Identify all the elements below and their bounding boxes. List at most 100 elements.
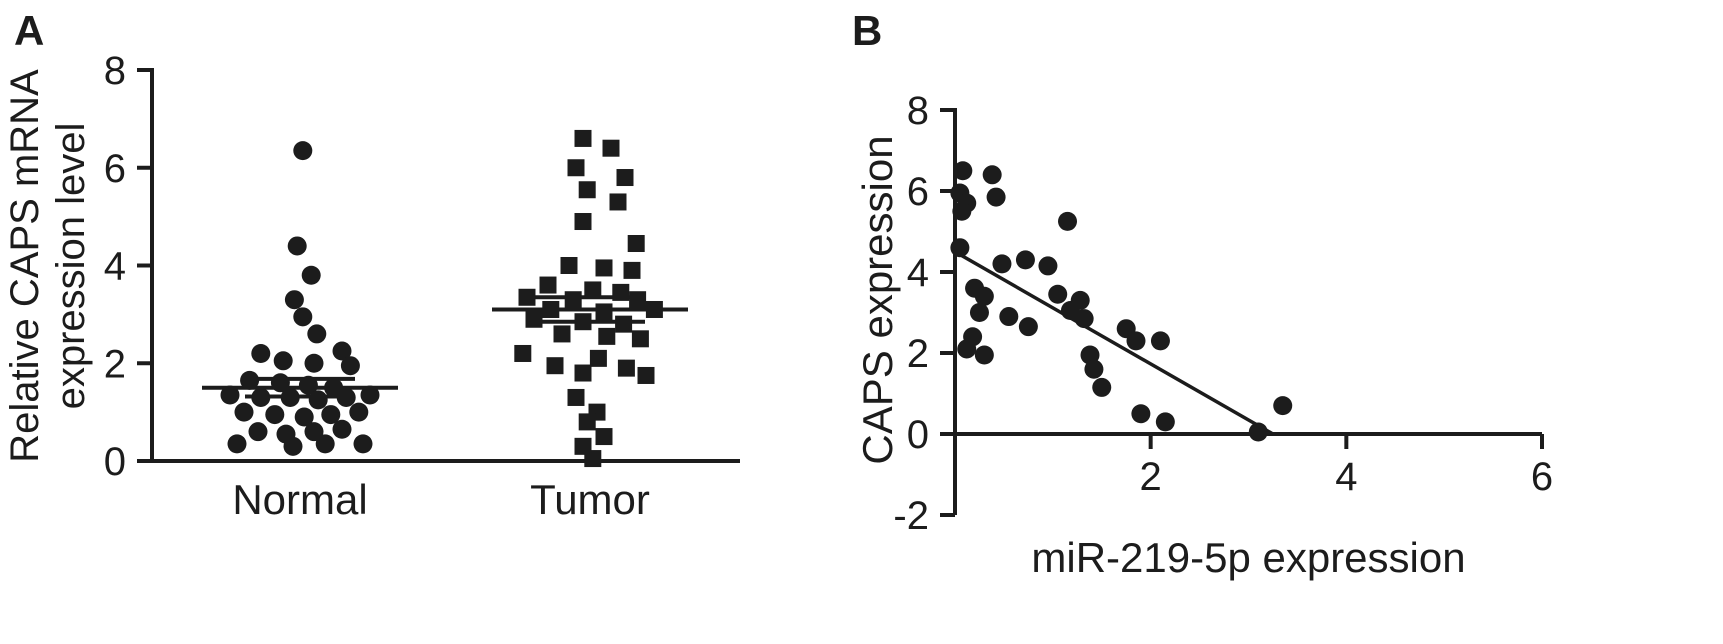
data-point	[1150, 331, 1170, 351]
y-tick-label: 4	[104, 245, 126, 289]
data-point	[514, 344, 532, 362]
data-point	[332, 341, 352, 361]
data-point	[602, 139, 620, 157]
data-point	[293, 141, 313, 161]
y-tick-label: 6	[104, 147, 126, 191]
y-tick-label: 0	[104, 440, 126, 484]
data-point	[574, 129, 592, 147]
data-point	[974, 286, 994, 306]
data-point	[234, 402, 254, 422]
data-point	[1058, 211, 1078, 231]
data-point	[293, 307, 313, 327]
data-point	[953, 161, 973, 181]
data-point	[645, 300, 663, 318]
data-point	[595, 303, 613, 321]
data-point	[539, 276, 557, 294]
data-point	[574, 364, 592, 382]
data-point	[999, 307, 1019, 327]
data-point	[360, 385, 380, 405]
data-point	[982, 165, 1002, 185]
data-point	[629, 291, 647, 309]
y-tick-label: 0	[907, 413, 929, 457]
data-point	[574, 313, 592, 331]
x-axis-title: miR-219-5p expression	[1031, 534, 1465, 581]
data-point	[336, 387, 356, 407]
y-axis-title: CAPS expression	[854, 135, 901, 464]
data-point	[1015, 250, 1035, 270]
data-point	[332, 419, 352, 439]
panel-a-chart: 0 2 4 6 8 Relative CAPS mRNA expression level N…	[3, 49, 740, 523]
data-point	[564, 291, 582, 309]
x-tick-label: 6	[1531, 455, 1553, 499]
x-tick-label: 4	[1335, 455, 1357, 499]
data-point	[1070, 290, 1090, 310]
data-point	[248, 422, 268, 442]
data-point	[617, 359, 635, 377]
data-point	[1155, 412, 1175, 432]
data-point	[553, 325, 571, 343]
data-point	[307, 324, 327, 344]
y-tick-label: 8	[907, 89, 929, 133]
data-point	[631, 330, 649, 348]
data-point	[1092, 377, 1112, 397]
data-point	[340, 356, 360, 376]
data-point	[974, 345, 994, 365]
data-point	[584, 450, 602, 468]
data-point	[294, 407, 314, 427]
data-point	[315, 434, 335, 454]
data-point	[353, 434, 373, 454]
panel-b-label: B	[852, 7, 883, 54]
y-tick-label: -2	[893, 494, 929, 538]
panel-a-label: A	[14, 7, 45, 54]
data-point	[283, 436, 303, 456]
data-point	[615, 315, 633, 333]
data-point	[589, 349, 607, 367]
data-point	[595, 259, 613, 277]
data-point	[1074, 309, 1094, 329]
data-point	[1273, 396, 1293, 416]
data-point	[1248, 422, 1268, 442]
data-point	[637, 366, 655, 384]
data-point	[227, 434, 247, 454]
data-point	[598, 327, 616, 345]
data-point	[251, 387, 271, 407]
data-point	[284, 290, 304, 310]
data-point	[308, 390, 328, 410]
data-point	[950, 238, 970, 258]
data-point	[270, 373, 290, 393]
data-point	[584, 281, 602, 299]
data-point	[304, 353, 324, 373]
data-point	[240, 370, 260, 390]
data-point	[578, 181, 596, 199]
y-tick-label: 2	[907, 332, 929, 376]
data-point	[280, 387, 300, 407]
data-point	[542, 300, 560, 318]
data-point	[627, 235, 645, 253]
data-point	[251, 343, 271, 363]
data-point	[220, 385, 240, 405]
data-point	[567, 159, 585, 177]
data-point	[304, 422, 324, 442]
data-point	[1126, 331, 1146, 351]
data-point	[349, 402, 369, 422]
y-tick-label: 2	[104, 342, 126, 386]
data-point	[612, 283, 630, 301]
data-point	[609, 193, 627, 211]
y-axis-title: Relative CAPS mRNA	[3, 69, 47, 463]
data-point	[1018, 317, 1038, 337]
data-point	[595, 428, 613, 446]
data-point	[560, 257, 578, 274]
data-point	[574, 213, 592, 231]
data-point	[265, 405, 285, 425]
data-point	[301, 265, 321, 285]
data-point	[518, 288, 536, 306]
data-point	[957, 339, 977, 359]
group-label: Tumor	[530, 476, 650, 523]
data-point	[623, 261, 641, 279]
data-point	[969, 303, 989, 322]
data-point	[616, 169, 634, 187]
y-tick-label: 8	[104, 49, 126, 93]
data-point	[287, 236, 307, 256]
